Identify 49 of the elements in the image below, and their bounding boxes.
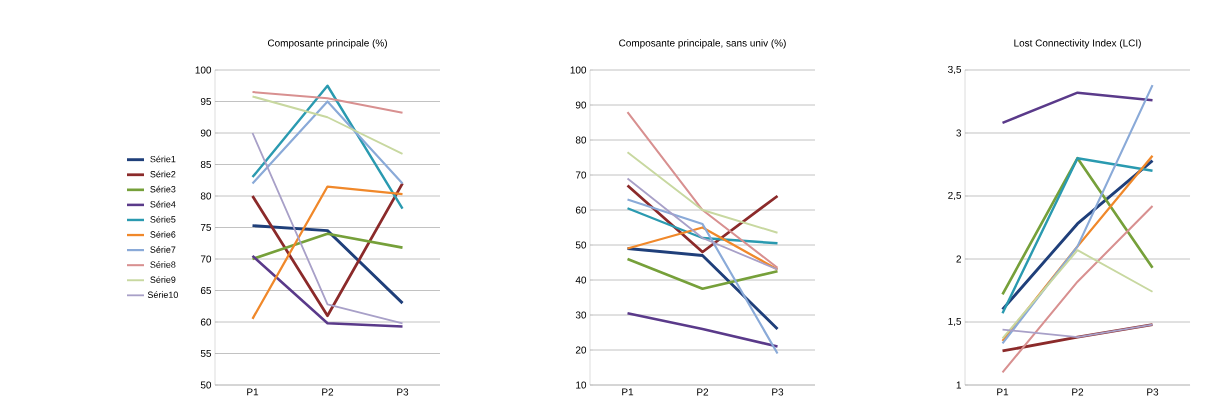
legend-label: Série10 xyxy=(147,291,178,298)
y-tick-label: 3,5 xyxy=(948,65,962,75)
y-tick-label: 85 xyxy=(200,160,212,169)
y-tick-label: 90 xyxy=(200,129,212,137)
legend-label: Série1 xyxy=(150,155,176,163)
y-tick-label: 90 xyxy=(575,101,587,109)
legend-label: Série8 xyxy=(150,261,176,268)
x-tick-label: P1 xyxy=(622,388,634,396)
y-tick-label: 2,5 xyxy=(948,191,962,201)
y-tick-label: 80 xyxy=(575,136,587,144)
legend-label: Série7 xyxy=(150,246,176,253)
y-tick-label: 10 xyxy=(576,381,587,389)
y-tick-label: 20 xyxy=(575,346,587,354)
y-tick-label: 95 xyxy=(200,97,212,106)
y-tick-label: 75 xyxy=(200,224,212,231)
y-tick-label: 60 xyxy=(575,206,587,214)
legend-label: Série4 xyxy=(150,200,176,208)
y-tick-label: 40 xyxy=(575,276,587,284)
x-tick-label: P3 xyxy=(772,388,784,396)
y-tick-label: 100 xyxy=(195,66,212,74)
x-tick-label: P2 xyxy=(697,388,709,396)
y-tick-label: 60 xyxy=(200,318,212,326)
x-tick-label: P2 xyxy=(322,388,334,396)
legend-label: Série6 xyxy=(150,230,176,238)
chart-title: Lost Connectivity Index (LCI) xyxy=(1014,39,1141,49)
y-tick-label: 70 xyxy=(200,255,212,263)
y-tick-label: 80 xyxy=(200,192,212,200)
legend-label: Série9 xyxy=(150,276,176,283)
x-tick-label: P2 xyxy=(1072,388,1084,396)
legend-label: Série3 xyxy=(150,185,176,193)
x-tick-label: P3 xyxy=(397,388,409,396)
chart-title: Composante principale (%) xyxy=(267,39,387,49)
y-tick-label: 65 xyxy=(200,286,212,295)
legend-label: Série5 xyxy=(150,215,176,223)
y-tick-label: 50 xyxy=(575,241,587,249)
y-tick-label: 1 xyxy=(956,381,962,389)
y-tick-label: 30 xyxy=(575,311,587,319)
y-tick-label: 100 xyxy=(570,66,587,74)
y-tick-label: 1,5 xyxy=(948,317,962,327)
x-tick-label: P1 xyxy=(997,388,1009,396)
y-tick-label: 70 xyxy=(575,171,587,179)
chart-title: Composante principale, sans univ (%) xyxy=(619,39,786,49)
y-tick-label: 3 xyxy=(956,129,962,137)
y-tick-label: 55 xyxy=(200,350,212,357)
y-tick-label: 50 xyxy=(200,381,212,389)
x-tick-label: P3 xyxy=(1147,388,1159,396)
x-tick-label: P1 xyxy=(247,388,259,396)
legend-label: Série2 xyxy=(150,170,176,178)
y-tick-label: 2 xyxy=(956,255,961,263)
